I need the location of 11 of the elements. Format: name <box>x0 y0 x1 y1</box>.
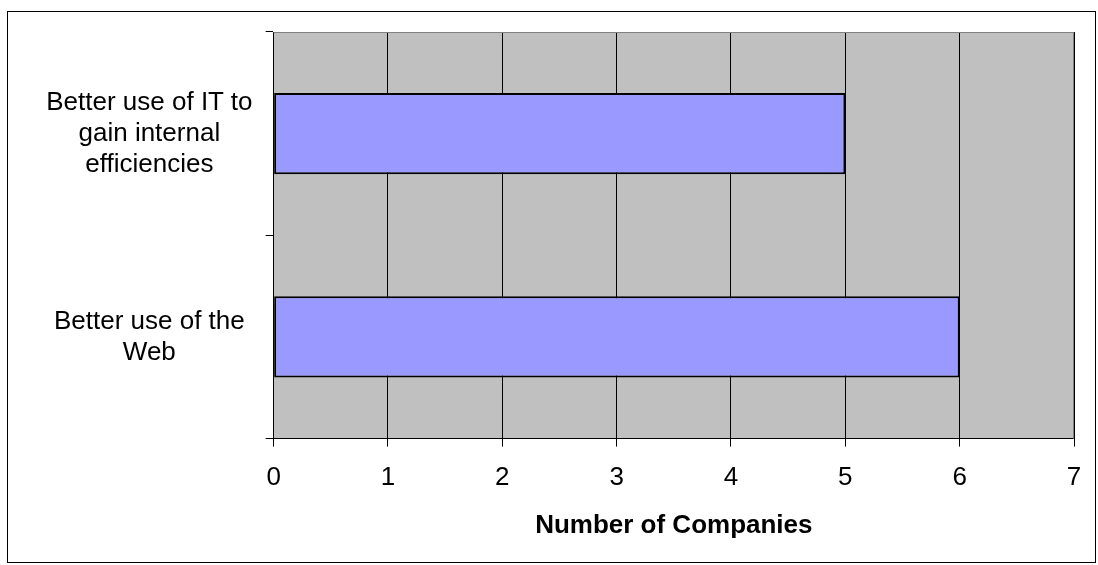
x-tick-label: 5 <box>838 461 853 492</box>
x-tick-label: 7 <box>1066 461 1082 492</box>
x-tick-label: 4 <box>723 461 739 492</box>
y-tick-label: Better use of the Web <box>53 304 245 366</box>
x-tick-label: 3 <box>609 461 624 492</box>
x-tick-label: 1 <box>380 461 396 492</box>
x-tick-label: 6 <box>952 461 967 492</box>
x-tick-label: 2 <box>495 461 510 492</box>
x-axis-title: Number of Companies <box>535 508 813 539</box>
x-tick-label: 0 <box>266 461 281 492</box>
y-tick-label: Better use of IT to gain internal efficiencies <box>46 85 253 179</box>
